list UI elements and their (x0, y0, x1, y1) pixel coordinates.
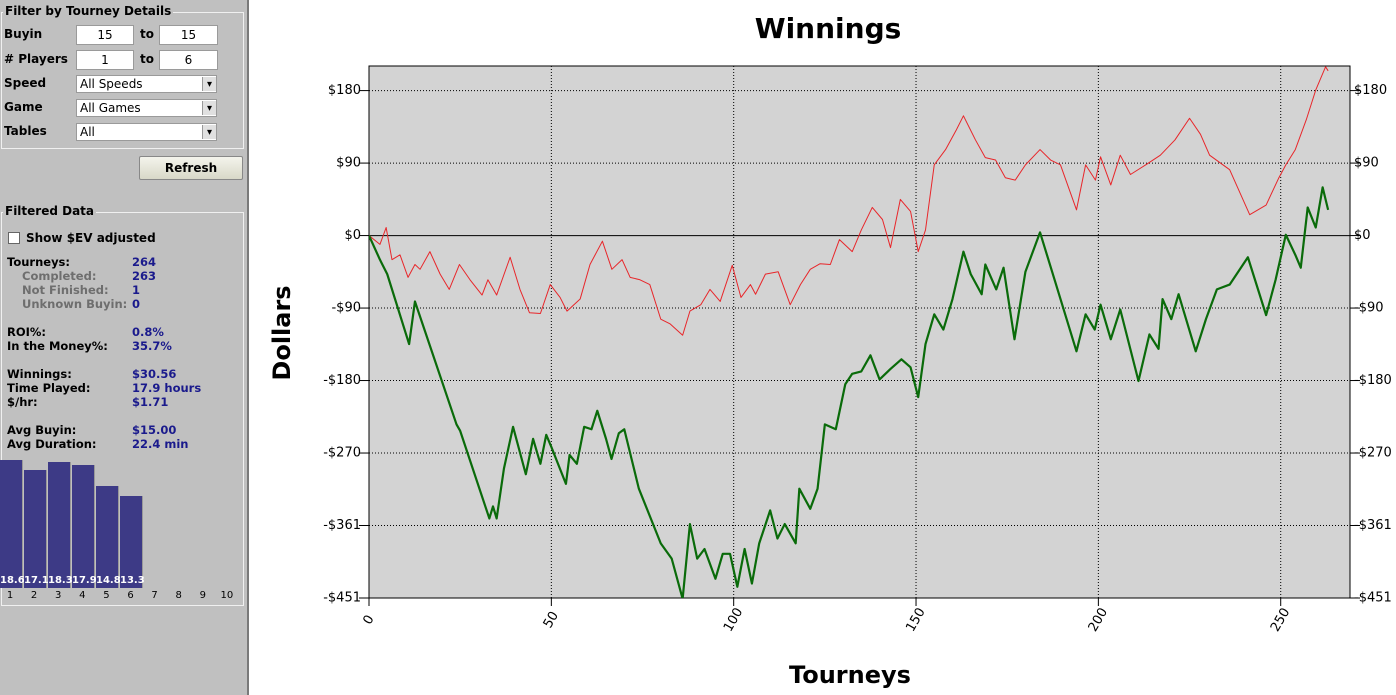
x-tick-label: 5 (103, 590, 110, 601)
plot-area (368, 65, 1351, 599)
bar-label: 18.6 (0, 575, 25, 586)
x-tick-label: 7 (151, 590, 158, 601)
refresh-button[interactable]: Refresh (139, 156, 243, 180)
group-title: Filtered Data (3, 204, 97, 218)
stat-label: Completed: (22, 269, 97, 283)
x-tick-label: 6 (127, 590, 134, 601)
y2-tick-label: $180 (1354, 83, 1387, 98)
y-tick-label: -$361 (323, 518, 361, 533)
bar (0, 460, 23, 588)
x-tick-label: 3 (55, 590, 62, 601)
stat-label: Winnings: (7, 367, 72, 381)
bar (24, 470, 47, 588)
y2-tick-label: -$180 (1354, 373, 1392, 388)
y-tick-label: $0 (344, 228, 361, 243)
x-tick-label: 4 (79, 590, 86, 601)
x-tick-label: 1 (6, 590, 14, 601)
text-input[interactable]: 15 (76, 25, 134, 45)
y2-tick-label: -$270 (1354, 446, 1392, 461)
y2-tick-label: -$451 (1354, 591, 1392, 606)
label: to (140, 27, 154, 41)
y2-tick-label: $0 (1354, 228, 1371, 243)
stat-label: In the Money%: (7, 339, 108, 353)
y-tick-label: $90 (336, 156, 361, 171)
series-line (369, 66, 1329, 336)
x-tick-label: 50 (541, 609, 562, 631)
bar-label: 17.9 (72, 575, 97, 586)
checkbox[interactable] (8, 232, 20, 244)
stat-value: 35.7% (132, 339, 172, 353)
select[interactable]: All Games (76, 99, 217, 117)
stat-label: Not Finished: (22, 283, 109, 297)
bar-label: 14.8 (96, 575, 121, 586)
bar (96, 486, 119, 588)
y2-tick-label: $90 (1354, 156, 1379, 171)
bar (120, 496, 143, 588)
stat-value: 1 (132, 283, 141, 297)
stat-label: $/hr: (7, 395, 38, 409)
label: Speed (4, 76, 47, 90)
stat-label: Avg Buyin: (7, 423, 77, 437)
y2-tick-label: -$90 (1354, 301, 1384, 316)
bar-label: 13.3 (120, 575, 145, 586)
stat-label: Time Played: (7, 381, 91, 395)
bar-label: 18.3 (48, 575, 73, 586)
label: Buyin (4, 27, 43, 41)
stat-value: $30.56 (132, 367, 177, 381)
text-input[interactable]: 1 (76, 50, 134, 70)
stat-value: 17.9 hours (132, 381, 202, 395)
y-tick-label: -$270 (323, 446, 361, 461)
group-title: Filter by Tourney Details (3, 4, 174, 18)
stat-label: Avg Duration: (7, 437, 97, 451)
stat-label: ROI%: (7, 325, 47, 339)
y-tick-label: -$180 (323, 373, 361, 388)
text-input[interactable]: 15 (159, 25, 218, 45)
stat-value: 263 (132, 269, 157, 283)
x-axis-label: Tourneys (789, 661, 911, 689)
stat-value: $1.71 (132, 395, 169, 409)
y2-tick-label: -$361 (1354, 518, 1392, 533)
y-axis-label: Dollars (268, 285, 296, 380)
chart-title: Winnings (755, 12, 902, 45)
stat-value: 264 (132, 255, 157, 269)
y-tick-label: -$451 (323, 591, 361, 606)
stat-value: 0 (132, 297, 141, 311)
label: # Players (4, 52, 68, 66)
x-tick-label: 2 (30, 590, 38, 601)
text-input[interactable]: 6 (159, 50, 218, 70)
checkbox-label: Show $EV adjusted (26, 231, 156, 245)
stat-value: 0.8% (132, 325, 164, 339)
select[interactable]: All (76, 123, 217, 141)
bar (72, 464, 95, 588)
label: Tables (4, 124, 47, 138)
stat-value: 22.4 min (132, 437, 189, 451)
x-tick-label: 8 (175, 590, 182, 601)
series-line (369, 186, 1330, 598)
select[interactable]: All Speeds (76, 75, 217, 93)
y-tick-label: $180 (328, 83, 361, 98)
bar-label: 17.1 (24, 575, 49, 586)
bar (48, 462, 71, 588)
label: to (140, 52, 154, 66)
y-tick-label: -$90 (331, 301, 361, 316)
group-box (1, 212, 244, 606)
stat-value: $15.00 (132, 423, 177, 437)
label: Game (4, 100, 43, 114)
stat-label: Unknown Buyin: (22, 297, 128, 311)
x-tick-label: 10 (220, 590, 234, 601)
sidebar: Filter by Tourney Details Filtered Data … (0, 0, 249, 695)
stat-label: Tourneys: (7, 255, 71, 269)
x-tick-label: 9 (199, 590, 206, 601)
